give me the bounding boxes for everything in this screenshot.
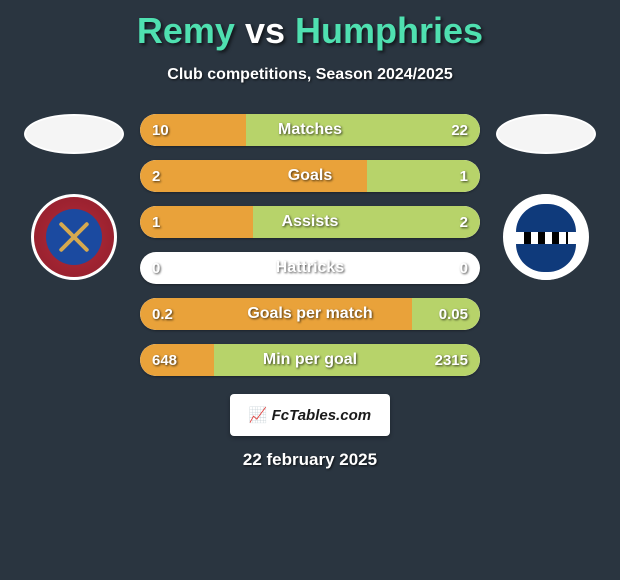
stat-row: 1022Matches [140,114,480,146]
stat-label: Assists [140,206,480,238]
stats-column: 1022Matches 21Goals 12Assists 00Hattricks 0.… [140,114,480,376]
brand-text: FcTables.com [272,407,371,424]
title-player-left: Remy [137,10,235,51]
page-title: Remy vs Humphries [10,10,610,52]
main-area: 1022Matches 21Goals 12Assists 00Hattricks 0.… [10,114,610,376]
title-player-right: Humphries [295,10,483,51]
club-badge-right [503,194,589,280]
stat-label: Min per goal [140,344,480,376]
title-vs: vs [245,10,285,51]
stat-label: Goals per match [140,298,480,330]
player-col-right [492,114,600,280]
club-badge-left [31,194,117,280]
brand-box: 📈 FcTables.com [230,394,390,436]
stat-row: 12Assists [140,206,480,238]
infographic-container: Remy vs Humphries Club competitions, Sea… [0,0,620,580]
stat-row: 6482315Min per goal [140,344,480,376]
stat-label: Goals [140,160,480,192]
stat-label: Hattricks [140,252,480,284]
club-badge-left-inner [46,209,102,265]
stat-row: 00Hattricks [140,252,480,284]
player-photo-right [496,114,596,154]
player-photo-left [24,114,124,154]
player-col-left [20,114,128,280]
stat-row: 0.20.05Goals per match [140,298,480,330]
stat-label: Matches [140,114,480,146]
subtitle: Club competitions, Season 2024/2025 [10,66,610,84]
club-badge-right-inner [506,194,586,280]
stat-row: 21Goals [140,160,480,192]
date-line: 22 february 2025 [10,450,610,470]
brand-icon: 📈 [249,406,268,424]
